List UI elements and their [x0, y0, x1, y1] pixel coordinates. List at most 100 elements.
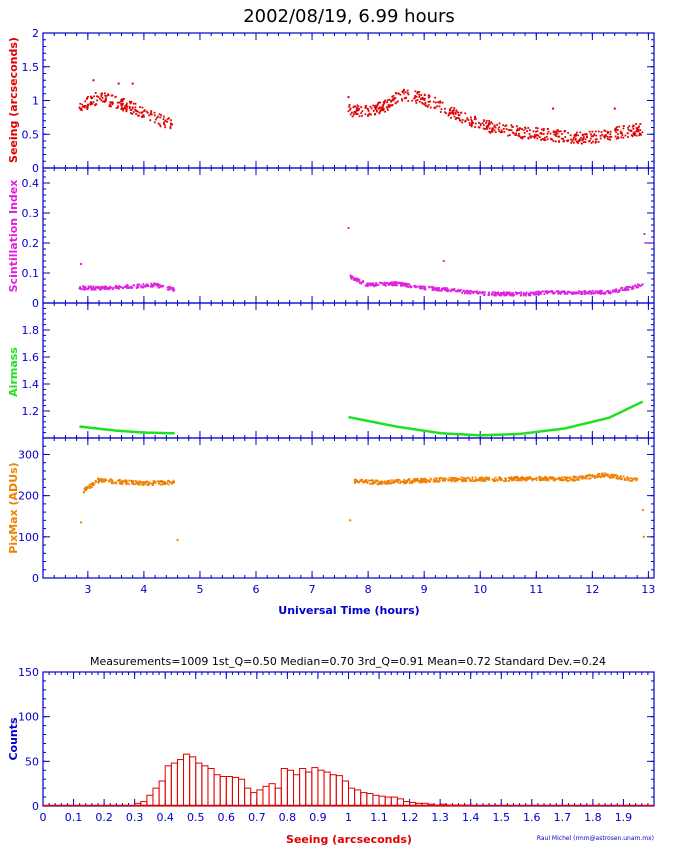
histogram-bar	[421, 802, 429, 807]
x-tick-label: 10	[473, 583, 487, 596]
data-point	[488, 122, 491, 125]
data-point	[455, 117, 458, 119]
data-point	[92, 285, 95, 288]
data-point	[474, 126, 476, 128]
data-point	[396, 100, 399, 103]
data-point	[150, 285, 152, 288]
data-point	[529, 293, 532, 296]
data-point	[588, 139, 591, 142]
data-point	[565, 478, 568, 480]
data-point	[447, 288, 449, 291]
data-point	[491, 478, 494, 481]
data-point	[135, 113, 138, 115]
data-point	[416, 92, 419, 95]
data-point	[623, 477, 626, 480]
data-point	[84, 104, 87, 107]
data-point	[583, 133, 586, 136]
data-point	[513, 293, 516, 296]
data-point	[100, 94, 103, 96]
data-point	[130, 481, 133, 483]
data-point	[539, 291, 542, 294]
data-point	[509, 292, 512, 295]
data-point	[619, 130, 622, 133]
data-point	[382, 283, 385, 286]
y-tick-label: 1.2	[22, 405, 40, 418]
data-point	[374, 104, 377, 107]
data-point	[157, 122, 160, 125]
data-point	[525, 478, 528, 481]
data-point	[636, 283, 639, 286]
data-point	[499, 131, 502, 134]
data-point	[508, 291, 511, 294]
data-point	[403, 478, 406, 481]
data-point	[465, 479, 468, 482]
y-tick-label: 50	[25, 755, 39, 768]
data-point	[150, 282, 153, 285]
data-point	[125, 482, 128, 485]
data-point	[627, 129, 630, 131]
data-point	[631, 135, 634, 138]
data-point	[609, 292, 612, 295]
data-point	[540, 477, 543, 479]
data-point	[604, 130, 607, 132]
data-point	[522, 136, 524, 138]
data-point	[138, 480, 141, 483]
data-point	[414, 99, 417, 102]
data-point	[372, 282, 375, 285]
data-point	[633, 134, 636, 136]
data-point	[493, 129, 496, 132]
data-point	[372, 482, 374, 485]
data-point	[126, 285, 128, 288]
data-point	[585, 133, 588, 136]
data-point	[627, 286, 630, 289]
data-point	[566, 477, 569, 479]
data-point	[616, 126, 618, 129]
data-point	[586, 292, 589, 295]
data-point	[360, 112, 363, 114]
data-point	[638, 134, 641, 137]
data-point	[536, 130, 539, 133]
data-point	[153, 111, 156, 114]
data-point	[494, 131, 497, 134]
data-point	[137, 285, 140, 287]
data-point	[559, 293, 562, 295]
data-point	[407, 100, 410, 102]
data-point	[488, 119, 491, 122]
data-point	[432, 478, 435, 481]
data-point	[634, 478, 637, 481]
data-point	[407, 93, 410, 96]
data-point	[543, 128, 545, 130]
data-point	[386, 107, 389, 110]
data-point	[79, 286, 82, 289]
data-point	[632, 133, 635, 136]
histogram-bar	[225, 776, 233, 807]
data-point	[381, 282, 384, 285]
data-point	[502, 127, 505, 130]
data-point	[543, 139, 546, 141]
data-point	[163, 120, 166, 123]
data-point	[149, 113, 152, 116]
data-point	[347, 96, 350, 99]
data-point	[610, 476, 613, 479]
data-point	[149, 119, 152, 122]
data-point	[157, 285, 160, 287]
data-point	[135, 110, 138, 112]
data-point	[523, 135, 526, 138]
data-point	[120, 108, 123, 110]
data-point	[626, 132, 629, 135]
data-point	[110, 286, 113, 289]
data-point	[428, 94, 430, 97]
data-point	[558, 140, 560, 142]
data-point	[89, 102, 92, 105]
x-tick-label: 8	[365, 583, 372, 596]
data-point	[610, 135, 613, 138]
data-point	[559, 130, 562, 133]
data-point	[422, 98, 425, 101]
data-point	[372, 284, 375, 287]
data-point	[531, 291, 534, 294]
data-point	[112, 102, 114, 105]
data-point	[371, 481, 374, 484]
data-point	[515, 125, 518, 128]
data-point	[121, 100, 124, 103]
